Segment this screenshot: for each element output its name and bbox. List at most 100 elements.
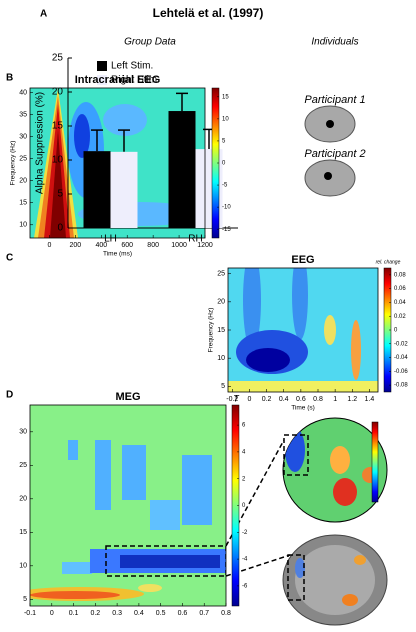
y-tick-label: 5 xyxy=(23,596,27,603)
heatmap-c xyxy=(228,268,378,392)
topomap xyxy=(282,417,388,523)
x-tick-label: 400 xyxy=(95,242,107,249)
y-tick-label: 5 xyxy=(221,383,225,390)
x-tick-label: 0.4 xyxy=(134,610,144,617)
y-tick-label: 30 xyxy=(19,133,27,140)
participant-label: Participant 1 xyxy=(304,94,365,106)
y-tick-label: 25 xyxy=(217,270,225,277)
chart-title: Intracranial EEG xyxy=(75,74,161,86)
y-tick-label: 5 xyxy=(57,189,63,200)
colorbar-tick-label: 0 xyxy=(242,503,246,509)
y-tick-label: 15 xyxy=(19,529,27,536)
panel-label: A xyxy=(40,9,47,20)
chart-title: Lehtelä et al. (1997) xyxy=(153,6,264,20)
colorbar-tick-label: -2 xyxy=(242,530,248,536)
y-tick-label: 10 xyxy=(19,222,27,229)
x-tick-label: 0 xyxy=(47,242,51,249)
x-tick-label: 800 xyxy=(147,242,159,249)
y-tick-label: 20 xyxy=(19,177,27,184)
colorbar-tick-label: -4 xyxy=(242,557,248,563)
mri-slice xyxy=(282,534,388,626)
y-tick-label: 10 xyxy=(52,155,64,166)
legend-label: Right Stim. xyxy=(111,75,160,86)
chart-title: MEG xyxy=(115,391,140,403)
y-tick-label: 40 xyxy=(19,89,27,96)
colorbar-tick-label: 0.08 xyxy=(394,272,406,278)
participant-brains xyxy=(304,105,356,197)
y-tick-label: 20 xyxy=(19,496,27,503)
x-axis-label: Time (s) xyxy=(291,405,315,412)
panel-label: C xyxy=(6,253,13,264)
y-tick-label: 25 xyxy=(19,155,27,162)
legend-swatch xyxy=(97,61,107,71)
colorbar-tick-label: -6 xyxy=(242,583,248,589)
plot-frame xyxy=(29,404,227,607)
x-tick-label: 600 xyxy=(121,242,133,249)
colorbar-tick-label: 0.04 xyxy=(394,300,406,306)
x-tick-label: RH xyxy=(188,234,202,245)
chart-title: EEG xyxy=(291,254,314,266)
x-tick-label: 0.8 xyxy=(313,396,323,403)
x-tick-label: -0.1 xyxy=(24,610,36,617)
colorbar-tick-label: 10 xyxy=(222,116,229,122)
colorbar-tick-label: 0.06 xyxy=(394,286,406,292)
x-tick-label: 1200 xyxy=(197,242,213,249)
y-tick-label: 0 xyxy=(57,223,63,234)
colorbar-tick-label: 4 xyxy=(242,449,246,455)
y-tick-label: 15 xyxy=(19,200,27,207)
bar xyxy=(110,151,138,228)
x-tick-label: -0.2 xyxy=(226,396,238,403)
x-tick-label: 0.8 xyxy=(221,610,231,617)
colorbar-tick-label: 2 xyxy=(242,476,246,482)
y-tick-label: 15 xyxy=(52,121,64,132)
x-tick-label: 0.3 xyxy=(112,610,122,617)
legend-label: Left Stim. xyxy=(111,61,153,72)
colorbar-tick-label: -0.04 xyxy=(394,355,408,361)
colorbar-tick-label: 5 xyxy=(222,139,226,145)
y-axis-label: Alpha Suppression (%) xyxy=(35,92,46,194)
x-tick-label: 0.7 xyxy=(199,610,209,617)
panel-label: D xyxy=(6,390,13,401)
colorbar-label: rel. change xyxy=(376,259,401,265)
colorbar-tick-label: 0 xyxy=(394,328,398,334)
x-tick-label: 0 xyxy=(247,396,251,403)
subtitle: Group Data xyxy=(124,37,176,48)
colorbar-tick-label: -5 xyxy=(222,183,228,189)
x-tick-label: 0.6 xyxy=(178,610,188,617)
x-tick-label: 0 xyxy=(50,610,54,617)
x-tick-label: 0.2 xyxy=(90,610,100,617)
colorbar-tick-label: 6 xyxy=(242,423,246,429)
colorbar-tick-label: -0.02 xyxy=(394,341,408,347)
y-tick-label: 25 xyxy=(52,53,64,64)
x-tick-label: 0.6 xyxy=(296,396,306,403)
colorbar-tick-label: 15 xyxy=(222,94,229,100)
x-tick-label: 1 xyxy=(333,396,337,403)
colorbar-tick-label: -15 xyxy=(222,227,231,233)
y-axis-label: Frequency (Hz) xyxy=(10,141,17,186)
colorbar-label: T xyxy=(233,393,240,403)
x-tick-label: 1000 xyxy=(171,242,187,249)
y-tick-label: 35 xyxy=(19,111,27,118)
bar xyxy=(168,111,196,228)
x-tick-label: 0.4 xyxy=(279,396,289,403)
colorbar-tick-label: 0 xyxy=(222,161,226,167)
y-tick-label: 10 xyxy=(19,563,27,570)
y-tick-label: 30 xyxy=(19,429,27,436)
colorbar-tick-label: 0.02 xyxy=(394,314,406,320)
y-tick-label: 10 xyxy=(217,355,225,362)
y-tick-label: 25 xyxy=(19,462,27,469)
y-tick-label: 20 xyxy=(52,87,64,98)
x-tick-label: 200 xyxy=(70,242,82,249)
x-tick-label: 0.1 xyxy=(69,610,79,617)
x-tick-label: LH xyxy=(104,234,117,245)
plot-frame xyxy=(29,87,206,239)
bar xyxy=(83,151,111,228)
colorbar-tick-label: -0.06 xyxy=(394,369,408,375)
colorbar-tick-label: -10 xyxy=(222,205,231,211)
x-tick-label: 1.2 xyxy=(347,396,357,403)
x-tick-label: 1.4 xyxy=(365,396,375,403)
legend-swatch xyxy=(97,75,107,85)
colorbar-tick-label: -0.08 xyxy=(394,383,408,389)
x-tick-label: 0.5 xyxy=(156,610,166,617)
